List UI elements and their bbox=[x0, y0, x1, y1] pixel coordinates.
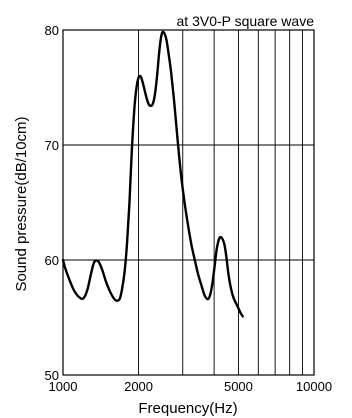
y-tick-label: 60 bbox=[45, 253, 59, 268]
x-tick-label: 10000 bbox=[296, 379, 332, 394]
plot-frame bbox=[62, 29, 315, 376]
x-tick-label: 2000 bbox=[124, 379, 153, 394]
x-tick-label: 5000 bbox=[224, 379, 253, 394]
y-tick-label: 70 bbox=[45, 138, 59, 153]
grid bbox=[62, 29, 315, 376]
chart-title: at 3V0-P square wave bbox=[177, 13, 315, 29]
x-tick-label: 1000 bbox=[49, 379, 78, 394]
series-line bbox=[61, 30, 244, 318]
tick-labels: 1000 2000 5000 10000 50 60 70 80 bbox=[45, 23, 333, 394]
y-tick-label: 80 bbox=[45, 23, 59, 38]
x-axis-label: Frequency(Hz) bbox=[138, 400, 237, 417]
y-tick-label: 50 bbox=[45, 368, 59, 383]
y-axis-label: Sound pressure(dB/10cm) bbox=[13, 116, 30, 291]
